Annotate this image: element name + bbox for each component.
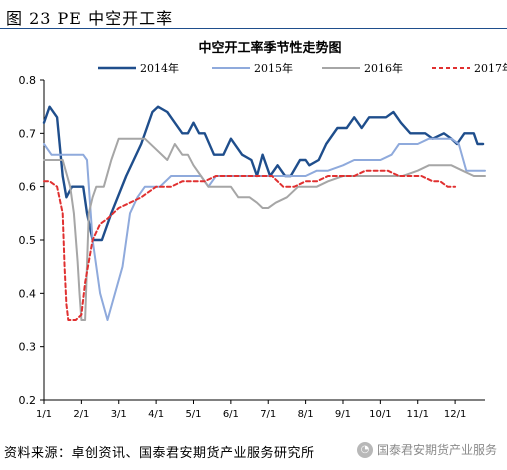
figure-footer: 资料来源：卓创资讯、国泰君安期货产业服务研究所 ◔ 国泰君安期货产业服务 bbox=[0, 436, 507, 470]
wechat-icon: ◔ bbox=[356, 441, 373, 458]
figure-header: 图 23 PE 中空开工率 bbox=[0, 0, 507, 30]
figure-label: 图 23 PE 中空开工率 bbox=[6, 9, 174, 28]
x-tick-label: 2/1 bbox=[73, 409, 89, 420]
y-tick-label: 0.4 bbox=[19, 287, 37, 300]
x-tick-label: 10/1 bbox=[369, 409, 391, 420]
series-layer bbox=[42, 105, 486, 321]
y-axis: 0.2 0.3 0.4 0.5 0.6 0.7 0.8 bbox=[19, 74, 44, 407]
x-tick-label: 5/1 bbox=[185, 409, 201, 420]
legend-label: 2015年 bbox=[254, 61, 293, 75]
x-tick-label: 7/1 bbox=[260, 409, 276, 420]
y-tick-label: 0.6 bbox=[19, 181, 37, 194]
x-tick-label: 12/1 bbox=[444, 409, 466, 420]
y-tick-label: 0.8 bbox=[19, 74, 37, 87]
y-tick-label: 0.7 bbox=[19, 127, 37, 140]
x-tick-label: 4/1 bbox=[148, 409, 164, 420]
line-chart: 中空开工率季节性走势图 2014年2015年2016年2017年 0.20.30… bbox=[19, 40, 507, 420]
source-note: 资料来源：卓创资讯、国泰君安期货产业服务研究所 bbox=[4, 446, 315, 461]
y-tick-label: 0.2 bbox=[19, 394, 37, 407]
series-line-2017年 bbox=[43, 169, 457, 321]
chart-title: 中空开工率季节性走势图 bbox=[198, 40, 341, 56]
x-tick-label: 11/1 bbox=[406, 409, 428, 420]
watermark: ◔ 国泰君安期货产业服务 bbox=[356, 441, 497, 458]
y-tick-label: 0.3 bbox=[19, 341, 37, 354]
series-line-2014年 bbox=[42, 105, 485, 242]
legend-label: 2017年 bbox=[474, 61, 507, 75]
y-tick-label: 0.5 bbox=[19, 234, 37, 247]
watermark-text: 国泰君安期货产业服务 bbox=[376, 443, 497, 457]
x-tick-label: 6/1 bbox=[223, 409, 239, 420]
figure-rule bbox=[0, 28, 507, 29]
chart-legend: 2014年 2015年 2016年 2017年 bbox=[98, 61, 507, 75]
x-tick-label: 3/1 bbox=[111, 409, 127, 420]
x-tick-label: 8/1 bbox=[298, 409, 314, 420]
x-tick-label: 9/1 bbox=[335, 409, 351, 420]
legend-label: 2016年 bbox=[364, 61, 403, 75]
x-axis: 1/1 2/1 3/1 4/1 5/1 6/1 7/1 8/1 9/1 10/1 11/1 12/1 bbox=[36, 400, 466, 420]
series-line-2016年 bbox=[43, 137, 486, 321]
legend-label: 2014年 bbox=[140, 61, 179, 75]
chart-frame bbox=[43, 80, 485, 401]
x-tick-label: 1/1 bbox=[36, 409, 52, 420]
